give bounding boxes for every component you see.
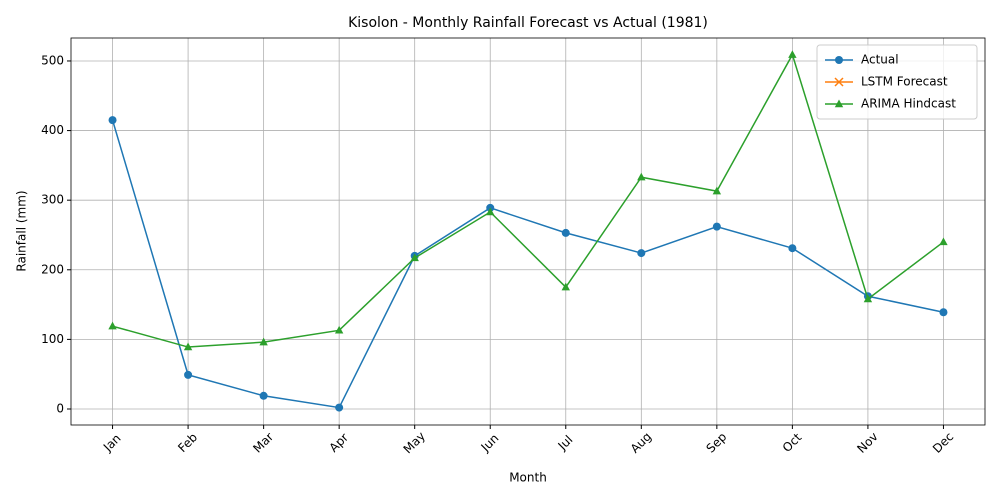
marker [561,282,570,291]
y-tick-label: 300 [41,193,64,207]
chart-title: Kisolon - Monthly Rainfall Forecast vs A… [348,15,708,31]
marker [561,228,570,237]
legend-label: ARIMA Hindcast [861,97,956,111]
y-tick-label: 500 [41,53,64,67]
marker [637,172,646,181]
legend-label: LSTM Forecast [861,75,948,89]
marker [410,253,419,262]
marker [335,403,344,412]
marker [835,56,843,64]
marker [486,207,495,216]
y-tick-label: 200 [41,262,64,276]
marker [334,325,344,334]
series-line [112,52,944,348]
marker [637,249,646,258]
marker [788,50,797,58]
marker [108,116,117,125]
marker [939,237,948,246]
series-line [111,119,944,409]
y-tick-label: 100 [41,332,64,346]
marker [184,370,193,379]
marker [108,321,117,330]
legend-box [816,44,978,120]
marker [712,186,722,195]
marker [834,99,844,108]
marker [834,77,844,87]
marker [863,294,873,303]
legend-label: Actual [861,53,899,67]
marker [939,308,948,317]
marker [788,244,797,253]
y-tick-label: 400 [41,123,64,137]
marker [259,337,268,346]
y-axis-label: Rainfall (mm) [15,190,29,271]
y-tick-label: 0 [56,401,64,415]
x-axis-label: Month [509,471,547,485]
marker [259,391,268,400]
marker [183,342,193,351]
plot-frame [70,37,986,426]
marker [712,222,721,231]
